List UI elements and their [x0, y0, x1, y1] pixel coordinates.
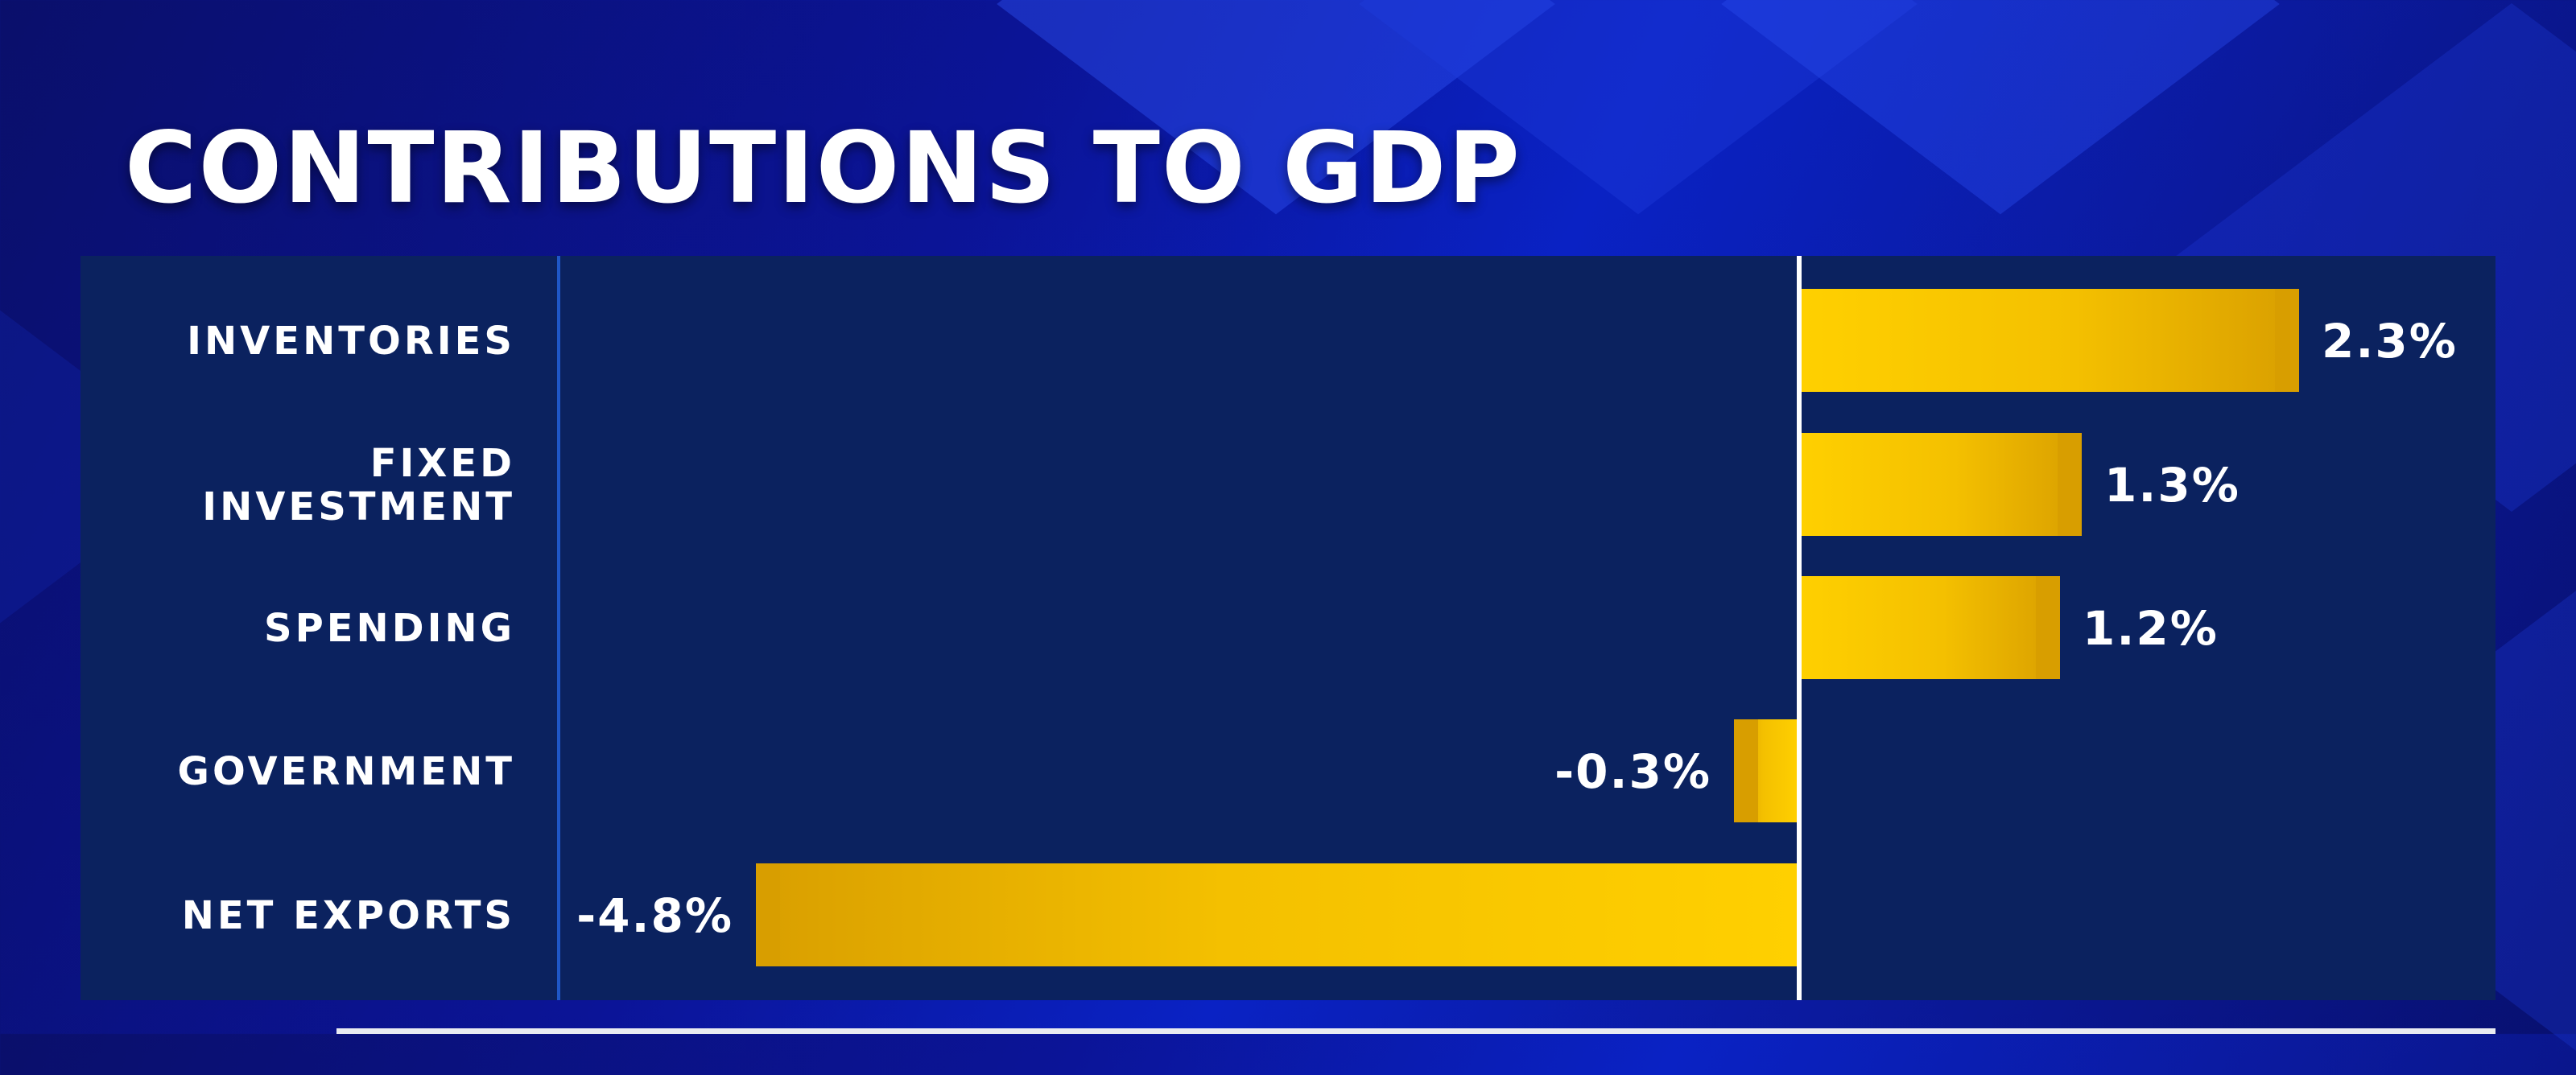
- bar: [1799, 433, 2082, 536]
- value-label: 1.3%: [2104, 458, 2240, 513]
- category-label: INVENTORIES: [187, 319, 515, 364]
- value-label: -4.8%: [576, 888, 733, 943]
- category-label: INVESTMENT: [202, 484, 515, 529]
- bottom-strip: [336, 1028, 2496, 1034]
- bar: [756, 863, 1799, 966]
- bar-end-cap: [1734, 719, 1758, 822]
- bar: [1799, 289, 2299, 392]
- chart-title: CONTRIBUTIONS TO GDP: [125, 111, 1521, 225]
- category-label: NET EXPORTS: [182, 893, 515, 938]
- bar: [1799, 576, 2060, 679]
- label-divider: [557, 256, 560, 1000]
- bar-end-cap: [2275, 289, 2299, 392]
- category-label: GOVERNMENT: [178, 749, 515, 794]
- bar-end-cap: [756, 863, 780, 966]
- category-label: SPENDING: [264, 606, 515, 651]
- bar-end-cap: [2036, 576, 2060, 679]
- value-label: 2.3%: [2322, 314, 2458, 369]
- value-label: -0.3%: [1554, 744, 1711, 799]
- bar-end-cap: [2058, 433, 2082, 536]
- value-label: 1.2%: [2083, 601, 2219, 656]
- category-label: FIXED: [370, 441, 515, 486]
